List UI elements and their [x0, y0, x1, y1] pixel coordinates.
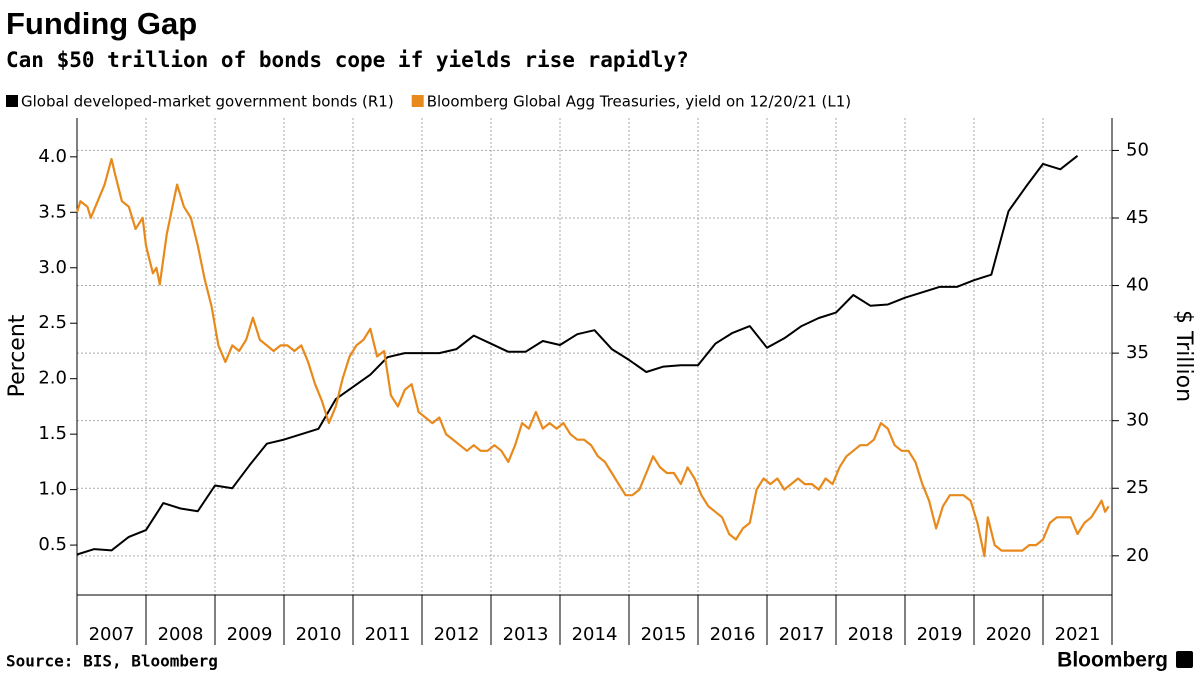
source: Source: BIS, Bloomberg [6, 652, 218, 671]
legend-label: Bloomberg Global Agg Treasuries, yield o… [427, 93, 851, 111]
brand: Bloomberg [1057, 649, 1168, 672]
legend-swatch [6, 95, 18, 107]
x-tick-label: 2011 [365, 624, 411, 645]
x-tick-label: 2009 [227, 624, 273, 645]
brand-icon [1176, 651, 1193, 668]
y2-axis-label: $ Trillion [1171, 310, 1196, 402]
chart-title: Funding Gap [6, 6, 197, 41]
x-tick-label: 2021 [1055, 624, 1101, 645]
y2-tick-label: 25 [1126, 477, 1149, 498]
x-tick-label: 2015 [641, 624, 687, 645]
x-tick-label: 2016 [710, 624, 756, 645]
legend-label: Global developed-market government bonds… [21, 93, 394, 111]
x-tick-label: 2013 [503, 624, 549, 645]
series-line [75, 157, 1110, 558]
y-tick-label: 3.0 [38, 257, 67, 278]
x-tick-label: 2014 [572, 624, 618, 645]
x-tick-label: 2010 [296, 624, 342, 645]
y-tick-label: 1.0 [38, 479, 67, 500]
y-tick-label: 0.5 [38, 534, 67, 555]
y-tick-label: 2.0 [38, 368, 67, 389]
y-tick-label: 4.0 [38, 146, 67, 167]
x-tick-label: 2017 [779, 624, 825, 645]
y2-tick-label: 50 [1126, 139, 1149, 160]
chart-subtitle: Can $50 trillion of bonds cope if yields… [6, 48, 689, 72]
x-tick-label: 2019 [917, 624, 963, 645]
x-tick-label: 2020 [986, 624, 1032, 645]
y-tick-label: 3.5 [38, 201, 67, 222]
y2-tick-label: 45 [1126, 207, 1149, 228]
x-tick-label: 2012 [434, 624, 480, 645]
y2-tick-label: 30 [1126, 410, 1149, 431]
legend-swatch [411, 95, 424, 107]
x-tick-label: 2018 [848, 624, 894, 645]
series-line [76, 155, 1079, 556]
x-tick-label: 2007 [89, 624, 135, 645]
y2-tick-label: 35 [1126, 342, 1149, 363]
x-tick-label: 2008 [158, 624, 204, 645]
y-tick-label: 1.5 [38, 423, 67, 444]
y2-tick-label: 40 [1126, 275, 1149, 296]
y-tick-label: 2.5 [38, 312, 67, 333]
y2-tick-label: 20 [1126, 545, 1149, 566]
y-axis-label: Percent [5, 314, 30, 397]
